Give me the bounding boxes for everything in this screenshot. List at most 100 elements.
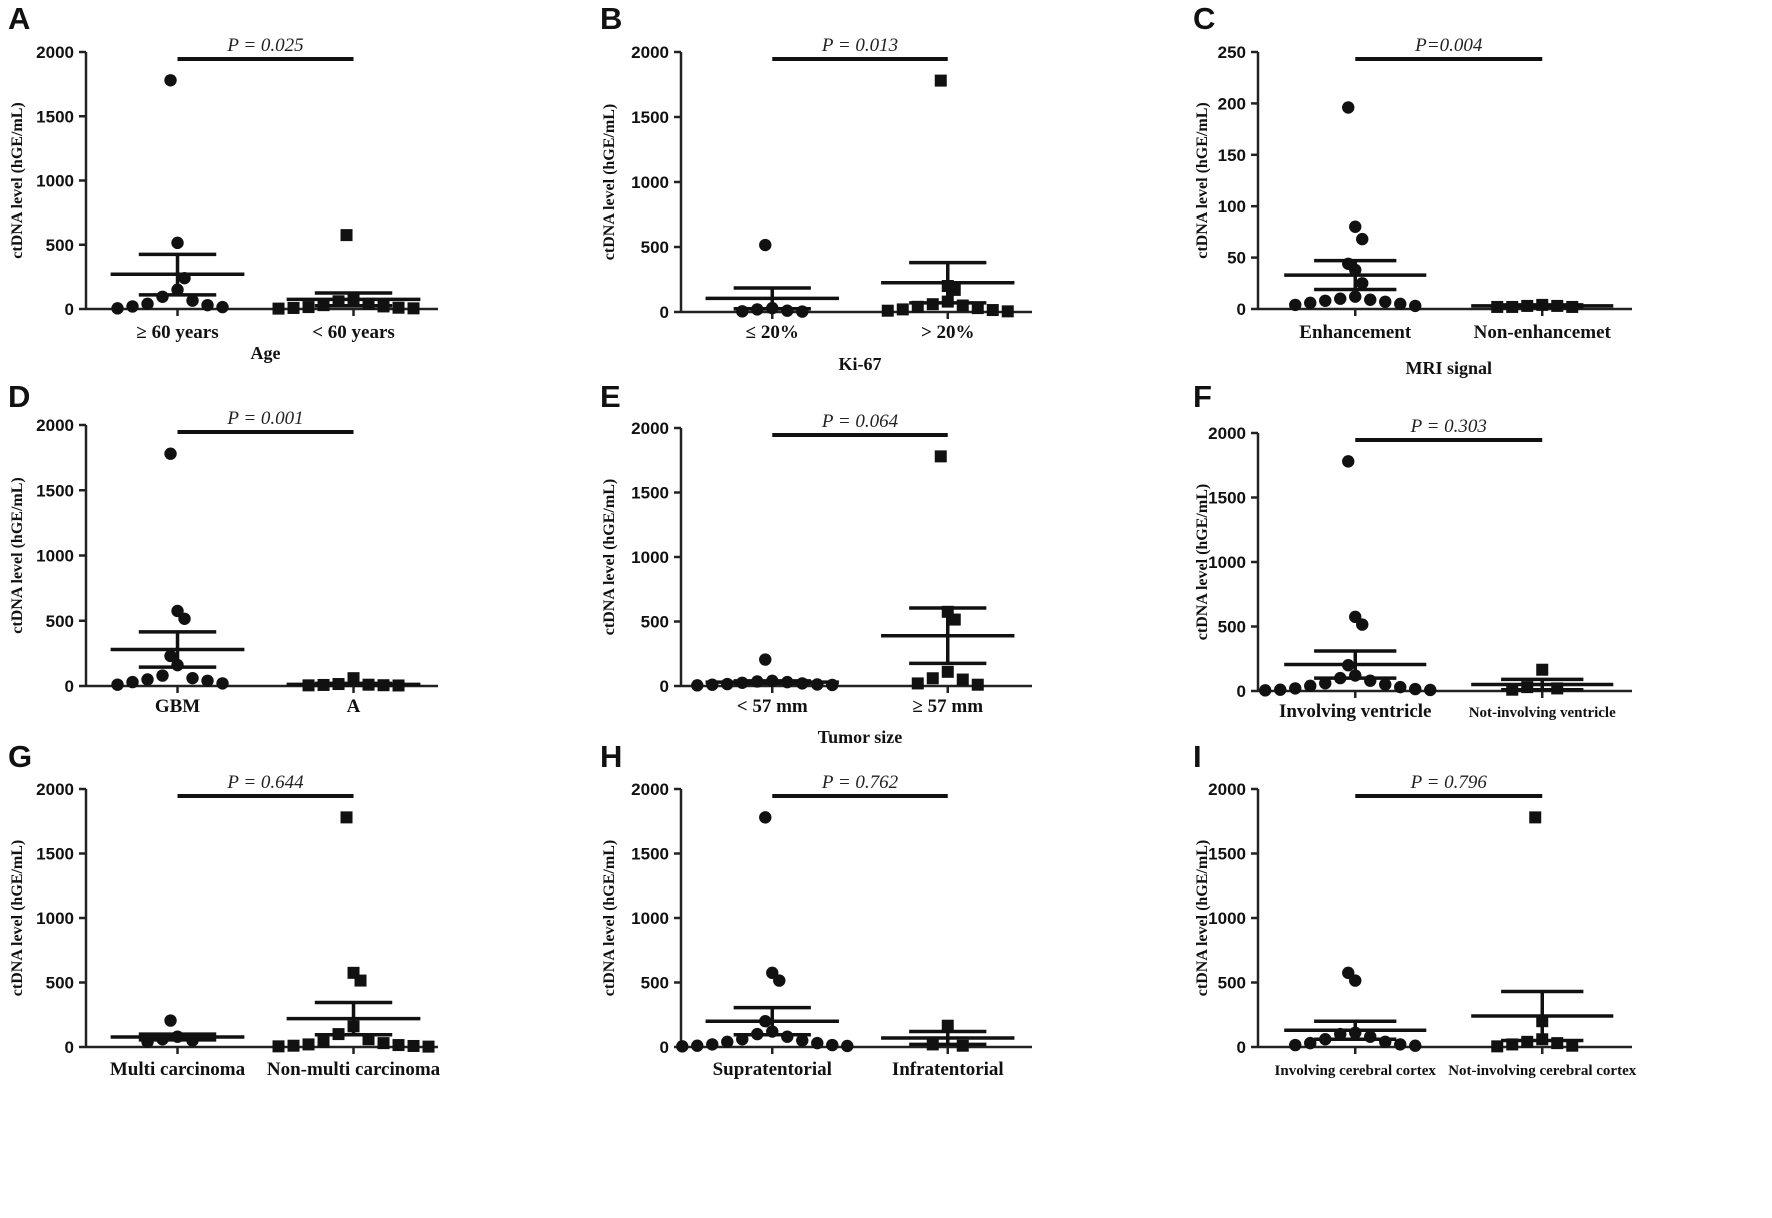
y-tick-label: 1500 <box>36 845 74 864</box>
data-point <box>881 304 894 317</box>
data-point <box>126 675 139 689</box>
y-tick-label: 500 <box>1218 974 1246 993</box>
data-point <box>111 678 124 691</box>
data-point <box>721 677 734 691</box>
data-point <box>164 649 177 663</box>
y-tick-label: 1000 <box>631 548 669 567</box>
data-point <box>377 1037 390 1050</box>
data-point <box>347 672 360 685</box>
y-tick-label: 2000 <box>36 780 74 799</box>
data-point <box>156 669 169 682</box>
y-tick-label: 500 <box>46 974 74 993</box>
p-value-label: P = 0.303 <box>1410 416 1487 437</box>
panel-letter: I <box>1193 739 1202 774</box>
data-point <box>1349 974 1362 987</box>
panel-letter: F <box>1193 379 1212 414</box>
data-point <box>1394 680 1407 694</box>
data-point <box>302 1038 315 1051</box>
data-point <box>986 304 999 317</box>
panel-b: B 0 500 1000 1500 2000 ctDNA level (hGE/mL) P =… <box>600 1 1032 374</box>
y-tick-label: 0 <box>660 677 669 696</box>
x-axis-label: Tumor size <box>818 727 903 747</box>
data-point <box>156 290 169 303</box>
y-tick-label: 100 <box>1218 197 1246 216</box>
category-label: Multi carcinoma <box>110 1059 246 1080</box>
panel-e: E 0 500 1000 1500 2000 ctDNA level (hGE/mL) P =… <box>600 379 1032 747</box>
panel-d: D 0 500 1000 1500 2000 ctDNA level (hGE/mL) P =… <box>8 379 438 717</box>
data-point <box>759 811 772 824</box>
data-point <box>1394 1038 1407 1051</box>
group-0: GBM <box>110 447 245 717</box>
y-tick-label: 1500 <box>36 107 74 126</box>
data-point <box>1356 232 1369 246</box>
panel-f: F 0 500 1000 1500 2000 ctDNA level (hGE/mL) P =… <box>1193 379 1632 722</box>
panel-letter: H <box>600 739 622 774</box>
y-tick-label: 500 <box>46 612 74 631</box>
y-tick-label: 250 <box>1218 43 1246 62</box>
data-point <box>272 1040 285 1053</box>
data-point <box>1356 618 1369 631</box>
data-point <box>781 1030 794 1043</box>
data-point <box>971 678 984 691</box>
data-point <box>407 302 420 315</box>
y-tick-label: 2000 <box>1208 424 1246 443</box>
panel-i: I 0 500 1000 1500 2000 ctDNA level (hGE/mL) P =… <box>1193 739 1637 1079</box>
data-point <box>201 298 214 312</box>
y-tick-label: 500 <box>46 236 74 255</box>
group-0: Involving ventricle <box>1259 455 1437 722</box>
data-point <box>164 74 177 87</box>
data-point <box>141 673 154 686</box>
y-tick-label: 200 <box>1218 94 1246 113</box>
data-point <box>1364 293 1377 306</box>
data-point <box>706 678 719 691</box>
data-point <box>896 303 909 316</box>
panel-letter: G <box>8 739 32 774</box>
p-value-label: P = 0.025 <box>226 35 303 56</box>
data-point <box>1424 683 1437 697</box>
data-point <box>706 1038 719 1051</box>
group-1: > 20% <box>881 74 1015 343</box>
data-point <box>1334 292 1347 305</box>
category-label: Supratentorial <box>713 1059 832 1080</box>
data-point <box>164 447 177 460</box>
data-point <box>676 1040 689 1053</box>
data-point <box>948 283 961 296</box>
y-tick-label: 1500 <box>631 845 669 864</box>
y-tick-label: 0 <box>660 303 669 322</box>
y-tick-label: 2000 <box>36 43 74 62</box>
data-point <box>171 236 184 250</box>
y-tick-label: 500 <box>641 238 669 257</box>
data-point <box>392 301 405 314</box>
y-axis-label: ctDNA level (hGE/mL) <box>9 840 26 996</box>
panel-c: C 0 50 100 150 200 250 ctDNA level (hGE/mL) P=0.… <box>1193 1 1632 378</box>
data-point <box>1289 1038 1302 1052</box>
y-tick-label: 1500 <box>631 484 669 503</box>
x-axis-label: Ki-67 <box>839 354 882 374</box>
p-value-label: P = 0.644 <box>226 772 304 793</box>
group-0: ≥ 60 years <box>110 74 245 343</box>
group-1: < 60 years <box>272 229 421 343</box>
panel-letter: B <box>600 1 622 36</box>
category-label: Non-enhancemet <box>1474 322 1612 343</box>
data-point <box>1304 296 1317 310</box>
data-point <box>721 1035 734 1049</box>
group-1: Non-multi carcinoma <box>267 811 441 1080</box>
data-point <box>796 1034 809 1047</box>
y-tick-label: 1000 <box>631 909 669 928</box>
data-point <box>956 673 969 686</box>
y-axis-label: ctDNA level (hGE/mL) <box>9 102 26 258</box>
y-axis-label: ctDNA level (hGE/mL) <box>601 479 618 635</box>
data-point <box>948 613 961 626</box>
panel-letter: D <box>8 379 30 414</box>
data-point <box>1001 305 1014 318</box>
p-value-label: P=0.004 <box>1414 35 1483 56</box>
data-point <box>941 1019 954 1032</box>
p-value-label: P = 0.013 <box>821 35 898 56</box>
data-point <box>971 302 984 315</box>
category-label: Not-involving ventricle <box>1469 705 1616 721</box>
data-point <box>934 74 947 87</box>
y-tick-label: 2000 <box>631 43 669 62</box>
y-tick-label: 0 <box>1237 682 1246 701</box>
p-value-label: P = 0.001 <box>226 408 303 429</box>
data-point <box>216 677 229 690</box>
